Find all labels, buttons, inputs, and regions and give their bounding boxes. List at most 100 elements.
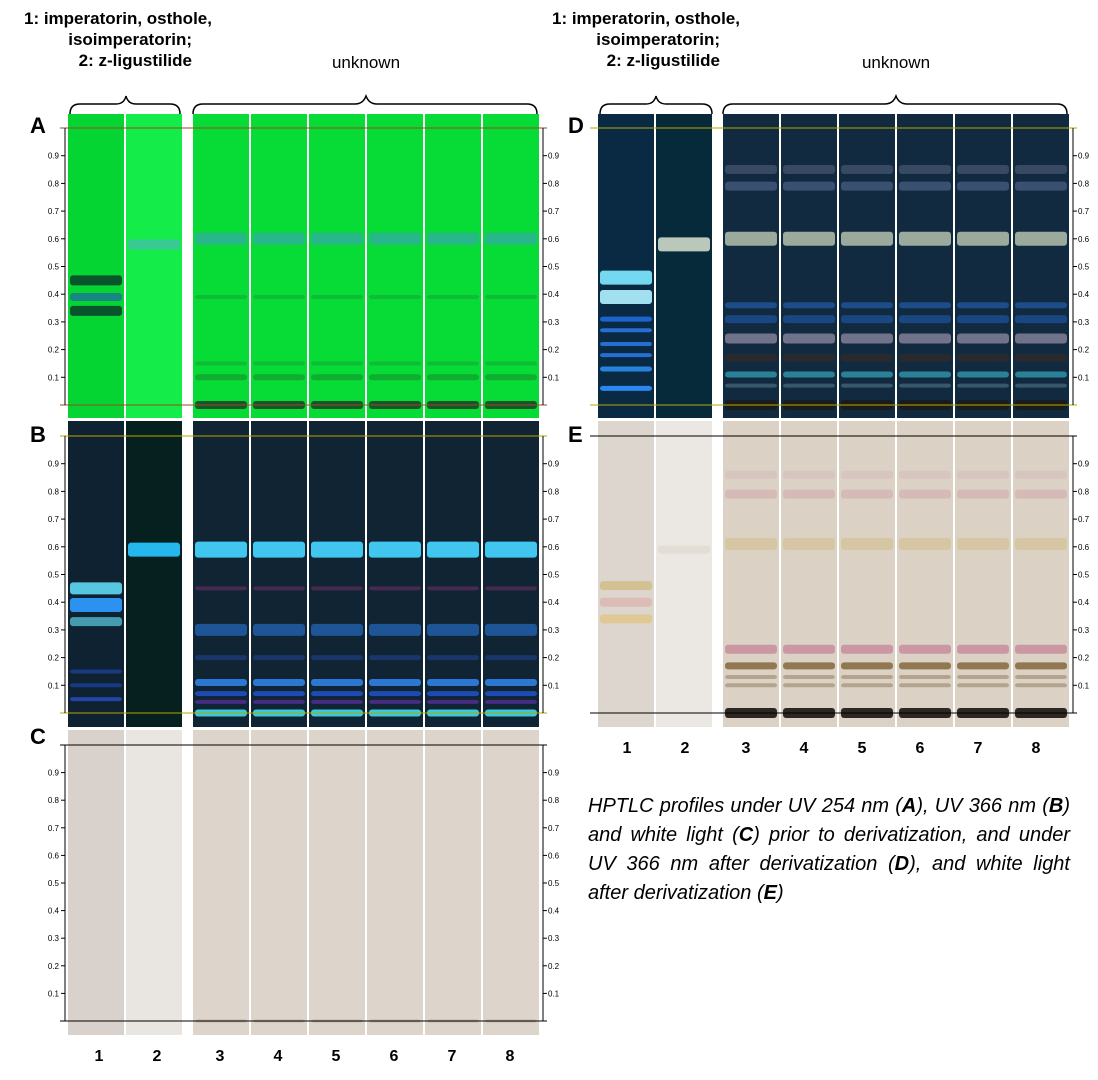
band [70, 582, 122, 595]
lane-1 [68, 730, 124, 1035]
band [783, 383, 835, 388]
band [957, 353, 1009, 362]
lane-gap [124, 421, 126, 727]
rf-tick-label: 0.7 [48, 207, 60, 216]
band [195, 691, 247, 697]
lane-2 [656, 114, 712, 418]
band [957, 470, 1009, 479]
plates-layer: 0.1 0.2 0.3 0.4 0.5 0.6 0.7 0.8 0.9 0.1 0.2 0.3 0.4 0… [48, 114, 1090, 1035]
rf-tick-label: 0.1 [48, 681, 60, 690]
lane-gap [423, 730, 425, 1035]
lane-8 [483, 114, 539, 418]
band [253, 586, 305, 591]
band [957, 683, 1009, 688]
rf-tick-label: 0.2 [1078, 654, 1090, 663]
band [253, 699, 305, 704]
caption-text-4: ) prior to derivatization, and under UV … [588, 824, 1070, 875]
lane-gap [1011, 114, 1013, 418]
band [253, 232, 305, 245]
rf-tick-label: 0.7 [548, 515, 560, 524]
lane-7 [425, 114, 481, 418]
band [841, 371, 893, 378]
lane-gap [837, 421, 839, 727]
rf-tick-label: 0.4 [1078, 290, 1090, 299]
band [311, 232, 363, 245]
band [369, 294, 421, 299]
lane-gap [182, 114, 193, 418]
band [957, 383, 1009, 388]
panel-letter-b: B [30, 422, 46, 447]
lane-label: 2 [681, 740, 690, 757]
band [369, 361, 421, 366]
lane-gap [307, 421, 309, 727]
rf-tick-label: 0.8 [1078, 179, 1090, 188]
rf-tick-label: 0.4 [548, 598, 560, 607]
band [195, 679, 247, 687]
band [957, 315, 1009, 324]
lane-gap [182, 421, 193, 727]
rf-tick-label: 0.2 [548, 962, 560, 971]
lane-1 [68, 421, 124, 727]
band [369, 586, 421, 591]
lane-label: 1 [95, 1048, 104, 1065]
rf-tick-label: 0.1 [548, 373, 560, 382]
band [725, 165, 777, 175]
band [427, 691, 479, 697]
lane-gap [249, 730, 251, 1035]
band [600, 581, 652, 591]
rf-tick-label: 0.5 [1078, 263, 1090, 272]
rf-tick-label: 0.1 [548, 989, 560, 998]
band [899, 383, 951, 388]
band [957, 644, 1009, 654]
band [195, 232, 247, 245]
band [253, 374, 305, 381]
band [725, 353, 777, 362]
rf-tick-label: 0.9 [48, 152, 60, 161]
lane-8 [1013, 421, 1069, 727]
band [1015, 644, 1067, 654]
rf-tick-label: 0.4 [548, 907, 560, 916]
band [485, 294, 537, 299]
band [195, 586, 247, 591]
band [70, 697, 122, 702]
band [841, 353, 893, 362]
lane-6 [897, 114, 953, 418]
lane-6 [897, 421, 953, 727]
band [427, 232, 479, 245]
lane-label: 3 [216, 1048, 225, 1065]
band [957, 674, 1009, 679]
band [899, 302, 951, 309]
band [1015, 165, 1067, 175]
lane-5 [839, 114, 895, 418]
rf-tick-label: 0.4 [48, 598, 60, 607]
band [1015, 302, 1067, 309]
rf-tick-label: 0.5 [48, 263, 60, 272]
band [485, 586, 537, 591]
band [70, 597, 122, 612]
band [725, 315, 777, 324]
rf-tick-label: 0.2 [48, 654, 60, 663]
band [427, 586, 479, 591]
band [899, 165, 951, 175]
caption-text-1: HPTLC profiles under UV 254 nm ( [588, 795, 902, 817]
rf-tick-label: 0.8 [548, 796, 560, 805]
rf-tick-label: 0.1 [1078, 681, 1090, 690]
band [195, 623, 247, 636]
lane-label: 7 [448, 1048, 457, 1065]
band [311, 691, 363, 697]
band [600, 597, 652, 607]
standards-line-2: isoimperatorin; [68, 30, 192, 49]
lane-gap [895, 114, 897, 418]
rf-tick-label: 0.3 [1078, 626, 1090, 635]
band [311, 679, 363, 687]
standards-line-1: 1: imperatorin, osthole, [552, 9, 740, 28]
rf-tick-label: 0.8 [48, 487, 60, 496]
band [899, 538, 951, 551]
rf-tick-label: 0.1 [48, 373, 60, 382]
band [783, 470, 835, 479]
band [783, 181, 835, 191]
bracket-standards-left [69, 95, 181, 115]
lane-7 [955, 421, 1011, 727]
band [1015, 683, 1067, 688]
